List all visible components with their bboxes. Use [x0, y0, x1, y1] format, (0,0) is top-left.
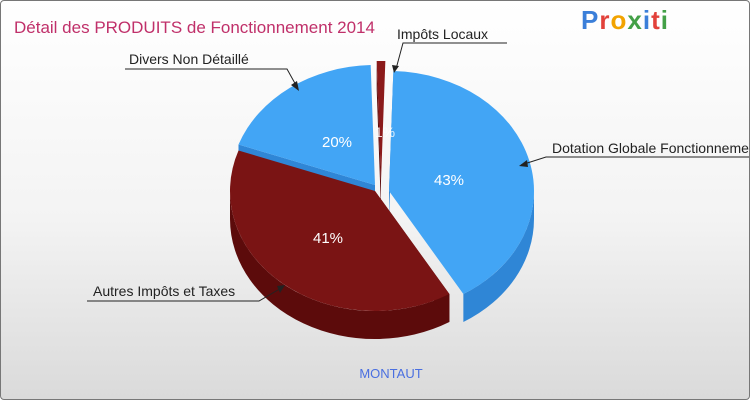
pie-wall-impots	[376, 61, 381, 209]
arrow-divers	[291, 81, 299, 91]
pie-slice-dotation[interactable]	[389, 71, 535, 295]
proxiti-logo: Proxiti	[581, 5, 669, 35]
pie-slice-impots[interactable]	[376, 61, 386, 181]
callout-line-impots	[395, 42, 507, 70]
callout-lines	[87, 42, 749, 302]
arrow-autres	[277, 285, 285, 293]
arrow-dotation	[519, 160, 528, 167]
callout-arrows	[277, 65, 528, 293]
callout-line-divers	[125, 68, 298, 88]
chart-title: Détail des PRODUITS de Fonctionnement 20…	[14, 18, 375, 37]
callout-line-autres	[87, 286, 284, 302]
pie-slice-autres[interactable]	[230, 150, 450, 311]
value-label-divers: 20%	[322, 134, 352, 151]
chart-subtitle: MONTAUT	[359, 366, 422, 381]
pie-slice-divers[interactable]	[238, 65, 375, 185]
value-label-autres: 41%	[313, 230, 343, 247]
arrow-impots	[392, 65, 399, 73]
value-label-dotation: 43%	[434, 172, 464, 189]
pie-side-autres	[229, 191, 450, 340]
value-label-impots: 1%	[375, 124, 395, 140]
callout-line-dotation	[520, 156, 749, 166]
callout-label-impots: Impôts Locaux	[397, 26, 488, 42]
callout-label-divers: Divers Non Détaillé	[129, 51, 249, 67]
callout-label-dotation: Dotation Globale Fonctionnement	[552, 140, 749, 156]
pie-side-dotation	[463, 191, 534, 323]
callout-label-autres: Autres Impôts et Taxes	[93, 283, 235, 299]
